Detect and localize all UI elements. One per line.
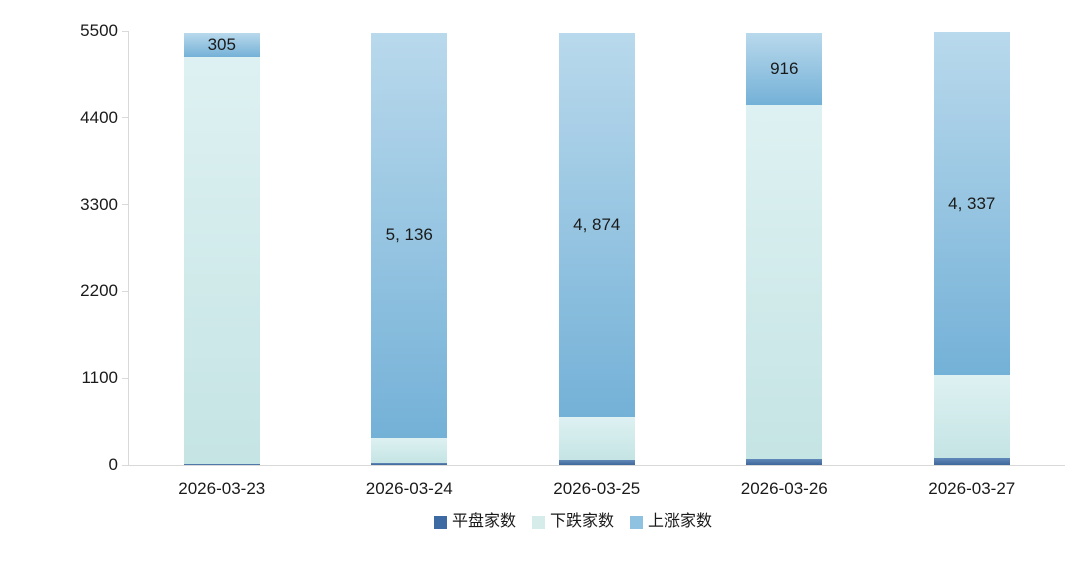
y-axis-tick-label: 0 [108,455,118,474]
y-axis-tick [122,204,128,206]
bar-segment-down [933,374,1010,459]
legend-label: 平盘家数 [451,513,516,530]
y-axis-tick-label: 2200 [80,281,118,301]
plot-area: 305 5, 136 4, 874 916 4, 337 [128,31,1065,465]
y-axis-tick-label: 4400 [80,107,118,127]
bar-value-label: 4, 874 [573,214,621,234]
bar-segment-up: 4, 874 [558,32,635,418]
bar-segment-down [746,104,823,460]
legend-swatch-up [630,515,643,529]
bar-segment-up: 5, 136 [371,32,448,438]
legend-swatch-down [531,515,545,529]
bar-value-label: 305 [207,34,236,54]
bar-value-label: 5, 136 [385,225,433,245]
legend-swatch-flat [433,515,447,529]
y-axis-tick-label: 1100 [81,368,118,388]
y-axis-tick [122,464,128,466]
y-axis-tick [122,30,128,32]
y-axis-tick-label: 3300 [80,194,118,214]
bar-segment-up: 916 [746,32,823,105]
bar-segment-flat [183,463,260,465]
x-axis-category-label: 2026-03-24 [365,479,453,498]
y-axis-line [128,31,129,465]
legend: 平盘家数 下跌家数 上涨家数 [33,514,1080,530]
bar-segment-down [371,437,448,464]
legend-item-down[interactable]: 下跌家数 [531,513,614,530]
y-axis-tick [122,117,128,119]
y-axis-tick [122,377,128,379]
bar-segment-flat [746,459,823,465]
legend-label: 上涨家数 [648,513,713,530]
x-axis-line [128,465,1065,466]
bar-segment-flat [558,460,635,465]
x-axis-category-label: 2026-03-23 [178,479,266,498]
y-axis-tick-label: 5500 [80,21,118,40]
bar-segment-down [558,417,635,461]
x-axis-category-label: 2026-03-25 [553,479,641,498]
x-axis-category-label: 2026-03-27 [928,479,1016,498]
legend-item-up[interactable]: 上涨家数 [630,514,712,530]
y-axis-tick [122,290,128,292]
bar-segment-flat [371,463,448,465]
bar-segment-flat [933,458,1010,465]
bar-segment-down [183,56,260,464]
x-axis-category-label: 2026-03-26 [740,479,828,498]
legend-item-flat[interactable]: 平盘家数 [433,513,516,530]
bar-value-label: 4, 337 [948,193,996,213]
bar-segment-up: 305 [183,32,260,57]
bar-value-label: 916 [770,58,799,78]
legend-label: 下跌家数 [549,513,614,530]
bar-segment-up: 4, 337 [933,32,1010,375]
